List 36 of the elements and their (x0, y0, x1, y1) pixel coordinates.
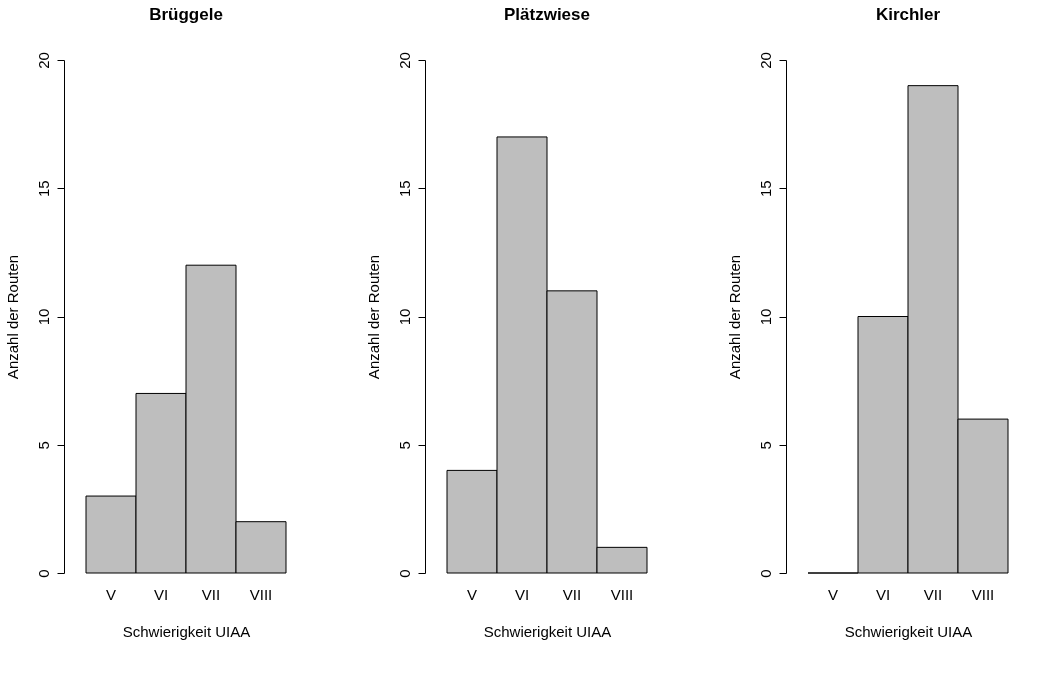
y-axis-title: Anzahl der Routen (3, 254, 21, 380)
chart-title: Kirchler (875, 4, 941, 24)
y-axis-title: Anzahl der Routen (725, 254, 743, 380)
x-tick-label: VI (153, 585, 169, 603)
x-tick-label: VIII (249, 585, 273, 603)
x-tick-label: VI (514, 585, 530, 603)
x-tick-label: VII (201, 585, 221, 603)
y-tick-label: 5 (395, 441, 413, 450)
x-tick-label: V (466, 585, 478, 603)
y-tick-label: 20 (395, 52, 413, 69)
y-tick-label: 20 (756, 52, 774, 69)
x-tick-label: V (827, 585, 839, 603)
x-tick-label: VII (923, 585, 943, 603)
chart-title: Plätzwiese (504, 4, 590, 24)
y-tick-label: 15 (395, 180, 413, 198)
y-tick-label: 15 (756, 180, 774, 198)
x-axis-title: Schwierigkeit UIAA (844, 622, 973, 640)
x-axis-title: Schwierigkeit UIAA (483, 622, 612, 640)
y-axis-title: Anzahl der Routen (364, 254, 382, 380)
y-tick-label: 0 (34, 569, 52, 578)
x-tick-label: VI (875, 585, 891, 603)
x-tick-label: VIII (610, 585, 634, 603)
y-tick-label: 5 (756, 441, 774, 450)
y-tick-label: 10 (34, 308, 52, 326)
y-tick-label: 10 (756, 308, 774, 326)
y-tick-label: 20 (34, 52, 52, 69)
x-axis-title: Schwierigkeit UIAA (122, 622, 251, 640)
x-tick-label: VIII (971, 585, 995, 603)
y-tick-label: 5 (34, 441, 52, 450)
y-tick-label: 15 (34, 180, 52, 198)
y-tick-label: 0 (395, 569, 413, 578)
chart-title: Brüggele (149, 4, 223, 24)
y-tick-label: 0 (756, 569, 774, 578)
x-tick-label: V (105, 585, 117, 603)
x-tick-label: VII (562, 585, 582, 603)
y-tick-label: 10 (395, 308, 413, 326)
